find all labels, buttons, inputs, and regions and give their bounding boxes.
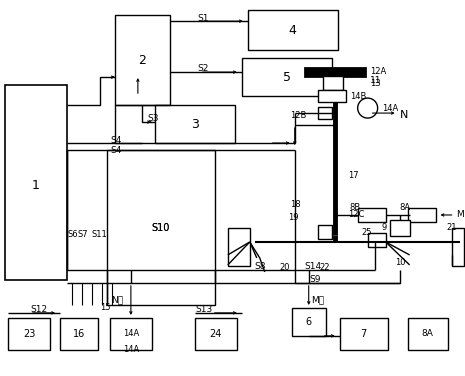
Text: N机: N机: [111, 296, 123, 305]
Text: 8A: 8A: [422, 329, 433, 338]
Text: 10: 10: [395, 258, 405, 267]
Bar: [452, 228, 464, 266]
Text: S3: S3: [148, 114, 159, 123]
Text: 11: 11: [370, 76, 381, 85]
Bar: [8, 318, 50, 350]
Text: 14A: 14A: [123, 329, 139, 338]
Text: 16: 16: [73, 329, 85, 339]
Bar: [318, 90, 345, 102]
Text: S11: S11: [92, 230, 108, 240]
Text: 14A: 14A: [382, 103, 398, 112]
Text: S9: S9: [310, 275, 321, 284]
Circle shape: [358, 98, 378, 118]
Text: M: M: [457, 211, 465, 220]
Text: 12C: 12C: [348, 211, 364, 220]
Text: S4: S4: [110, 146, 121, 155]
Text: 3: 3: [191, 118, 199, 130]
Bar: [390, 220, 410, 236]
Text: 14A: 14A: [123, 345, 139, 354]
Text: S2: S2: [198, 64, 209, 73]
Text: 17: 17: [348, 170, 359, 179]
Text: S4: S4: [110, 135, 121, 144]
Text: 25: 25: [362, 229, 372, 238]
Text: 15: 15: [100, 303, 110, 312]
Text: S10: S10: [152, 223, 170, 233]
Text: S12: S12: [30, 305, 47, 314]
Text: S14: S14: [305, 262, 322, 271]
Text: S6: S6: [68, 230, 79, 240]
Text: S1: S1: [198, 14, 209, 23]
Text: 18: 18: [290, 200, 300, 209]
Text: 12A: 12A: [370, 67, 386, 76]
Text: 4: 4: [289, 24, 297, 36]
Text: S8: S8: [255, 262, 266, 271]
Bar: [195, 318, 237, 350]
Text: M机: M机: [311, 296, 324, 305]
Text: 8A: 8A: [399, 203, 411, 212]
Bar: [408, 208, 436, 222]
Text: 7: 7: [360, 329, 367, 339]
Bar: [358, 208, 385, 222]
Bar: [5, 85, 67, 280]
Text: S7: S7: [78, 230, 88, 240]
Bar: [318, 107, 332, 119]
Text: 13: 13: [370, 79, 380, 88]
Bar: [323, 76, 343, 90]
Text: 23: 23: [23, 329, 35, 339]
Text: 2: 2: [138, 54, 146, 67]
Text: 24: 24: [210, 329, 222, 339]
Text: 6: 6: [306, 317, 312, 327]
Text: S13: S13: [196, 305, 213, 314]
Text: 19: 19: [288, 214, 298, 223]
Bar: [107, 150, 215, 305]
Bar: [305, 68, 365, 76]
Text: 9: 9: [382, 223, 387, 232]
Text: 22: 22: [320, 264, 330, 273]
Bar: [408, 318, 448, 350]
Bar: [292, 308, 326, 336]
Text: 21: 21: [446, 223, 457, 232]
Bar: [110, 318, 152, 350]
Bar: [60, 318, 98, 350]
Bar: [368, 233, 385, 247]
Text: S10: S10: [152, 223, 170, 233]
Text: N: N: [399, 110, 408, 120]
Bar: [228, 228, 250, 266]
Bar: [115, 15, 170, 105]
Text: 5: 5: [283, 71, 291, 83]
Bar: [248, 10, 338, 50]
Text: 1: 1: [32, 179, 40, 191]
Text: 12B: 12B: [290, 111, 306, 120]
Text: 14B: 14B: [350, 92, 366, 101]
Bar: [340, 318, 388, 350]
Bar: [242, 58, 332, 96]
Text: 20: 20: [280, 264, 290, 273]
Bar: [155, 105, 235, 143]
Text: 8B: 8B: [350, 203, 361, 212]
Bar: [318, 225, 332, 239]
